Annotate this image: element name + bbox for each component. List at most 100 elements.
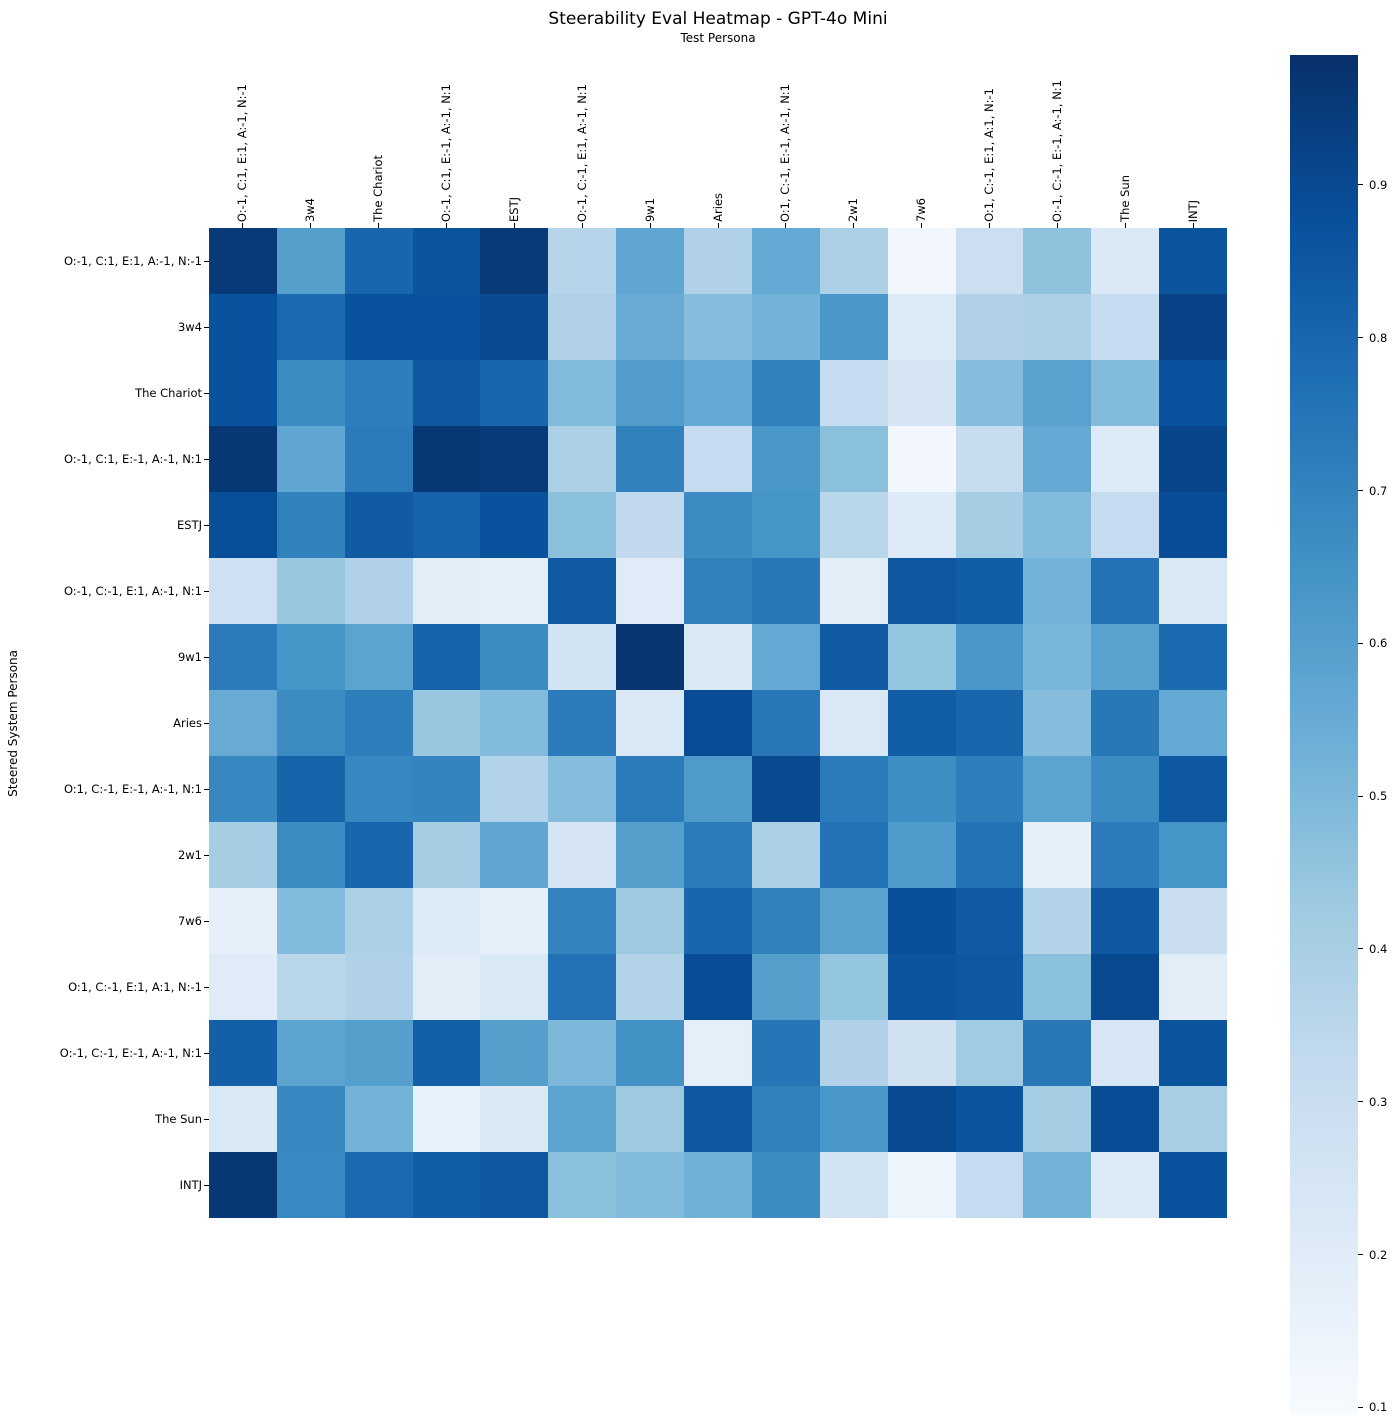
heatmap-cell	[1091, 294, 1160, 360]
heatmap-cell	[1159, 756, 1227, 822]
heatmap-cell	[344, 426, 413, 492]
heatmap-cell	[209, 888, 277, 954]
heatmap-cell	[1023, 294, 1092, 360]
heatmap-cell	[276, 1020, 345, 1086]
heatmap-cell	[751, 1020, 820, 1086]
heatmap-cell	[887, 228, 956, 294]
heatmap-cell	[684, 492, 752, 558]
heatmap-cell	[1159, 1086, 1227, 1152]
colorbar-tick-label: 0.2	[1369, 1247, 1388, 1262]
heatmap-cell	[887, 426, 956, 492]
heatmap-cell	[887, 294, 956, 360]
heatmap-cell	[412, 822, 481, 888]
colorbar-tick-mark	[1358, 1254, 1363, 1256]
colorbar-tick-mark	[1358, 337, 1363, 339]
colorbar-tick-label: 0.4	[1369, 941, 1388, 956]
heatmap-cell	[684, 954, 752, 1020]
heatmap-cell	[616, 1152, 685, 1218]
heatmap-cell	[684, 558, 752, 624]
heatmap-cell	[1091, 888, 1160, 954]
tick-mark	[204, 920, 209, 922]
heatmap-cell	[276, 888, 345, 954]
heatmap-cell	[1091, 228, 1160, 294]
heatmap-cell	[955, 1152, 1024, 1218]
row-tick-label: O:-1, C:1, E:1, A:-1, N:-1	[63, 254, 202, 268]
heatmap-cell	[955, 954, 1024, 1020]
heatmap-cell	[616, 888, 685, 954]
heatmap-cell	[344, 624, 413, 690]
heatmap-cell	[751, 624, 820, 690]
colorbar-tick-label: 0.6	[1369, 636, 1388, 651]
row-tick-label: 7w6	[177, 914, 202, 928]
row-tick-label: O:-1, C:-1, E:-1, A:-1, N:1	[59, 1046, 202, 1060]
heatmap-cell	[344, 690, 413, 756]
heatmap-cell	[1159, 954, 1227, 1020]
heatmap-cell	[344, 294, 413, 360]
heatmap-cell	[1023, 1086, 1092, 1152]
heatmap-cell	[1159, 1152, 1227, 1218]
heatmap-cell	[1023, 690, 1092, 756]
heatmap-cell	[887, 558, 956, 624]
row-tick-label: O:1, C:-1, E:-1, A:-1, N:1	[63, 782, 202, 796]
col-tick-label: O:1, C:-1, E:-1, A:-1, N:1	[778, 83, 793, 222]
heatmap-cell	[616, 492, 685, 558]
tick-mark	[446, 223, 448, 228]
heatmap-cell	[480, 624, 549, 690]
heatmap-cell	[480, 756, 549, 822]
tick-mark	[204, 458, 209, 460]
tick-mark	[853, 223, 855, 228]
row-tick-label: The Chariot	[135, 386, 202, 400]
heatmap-cell	[412, 888, 481, 954]
heatmap-cell	[955, 1020, 1024, 1086]
heatmap-cell	[751, 888, 820, 954]
colorbar-tick-mark	[1358, 1406, 1363, 1408]
heatmap-cell	[209, 492, 277, 558]
heatmap-cell	[480, 228, 549, 294]
tick-mark	[204, 656, 209, 658]
row-tick-label: The Sun	[155, 1112, 202, 1126]
tick-mark	[1192, 223, 1194, 228]
tick-mark	[310, 223, 312, 228]
heatmap-cell	[751, 426, 820, 492]
heatmap-cell	[276, 624, 345, 690]
heatmap-cell	[209, 1086, 277, 1152]
heatmap-cell	[276, 756, 345, 822]
heatmap-cell	[819, 1020, 888, 1086]
heatmap-cell	[344, 1020, 413, 1086]
heatmap-cell	[616, 822, 685, 888]
heatmap-cell	[684, 228, 752, 294]
heatmap-cell	[819, 426, 888, 492]
heatmap-cell	[209, 690, 277, 756]
heatmap-cell	[1023, 360, 1092, 426]
heatmap-cell	[751, 294, 820, 360]
heatmap-cell	[276, 1086, 345, 1152]
heatmap-cell	[344, 954, 413, 1020]
heatmap-cell	[819, 492, 888, 558]
col-tick-label: 3w4	[303, 197, 318, 222]
heatmap-cell	[819, 228, 888, 294]
heatmap-cell	[344, 756, 413, 822]
heatmap-cell	[412, 426, 481, 492]
heatmap-cell	[276, 822, 345, 888]
heatmap-cell	[819, 1086, 888, 1152]
colorbar-tick-mark	[1358, 948, 1363, 950]
heatmap-cell	[480, 690, 549, 756]
heatmap-cell	[548, 1152, 617, 1218]
heatmap-cell	[1091, 1152, 1160, 1218]
heatmap-cell	[412, 756, 481, 822]
heatmap-cell	[955, 558, 1024, 624]
tick-mark	[717, 223, 719, 228]
tick-mark	[581, 223, 583, 228]
heatmap-cell	[344, 228, 413, 294]
heatmap-cell	[684, 888, 752, 954]
row-tick-label: O:1, C:-1, E:1, A:1, N:-1	[68, 980, 202, 994]
heatmap-cell	[412, 294, 481, 360]
heatmap-cell	[548, 1020, 617, 1086]
heatmap-cell	[209, 756, 277, 822]
heatmap-cell	[1023, 492, 1092, 558]
heatmap-cell	[480, 492, 549, 558]
tick-mark	[921, 223, 923, 228]
heatmap-cell	[548, 426, 617, 492]
heatmap-cell	[209, 228, 277, 294]
heatmap-cell	[548, 954, 617, 1020]
